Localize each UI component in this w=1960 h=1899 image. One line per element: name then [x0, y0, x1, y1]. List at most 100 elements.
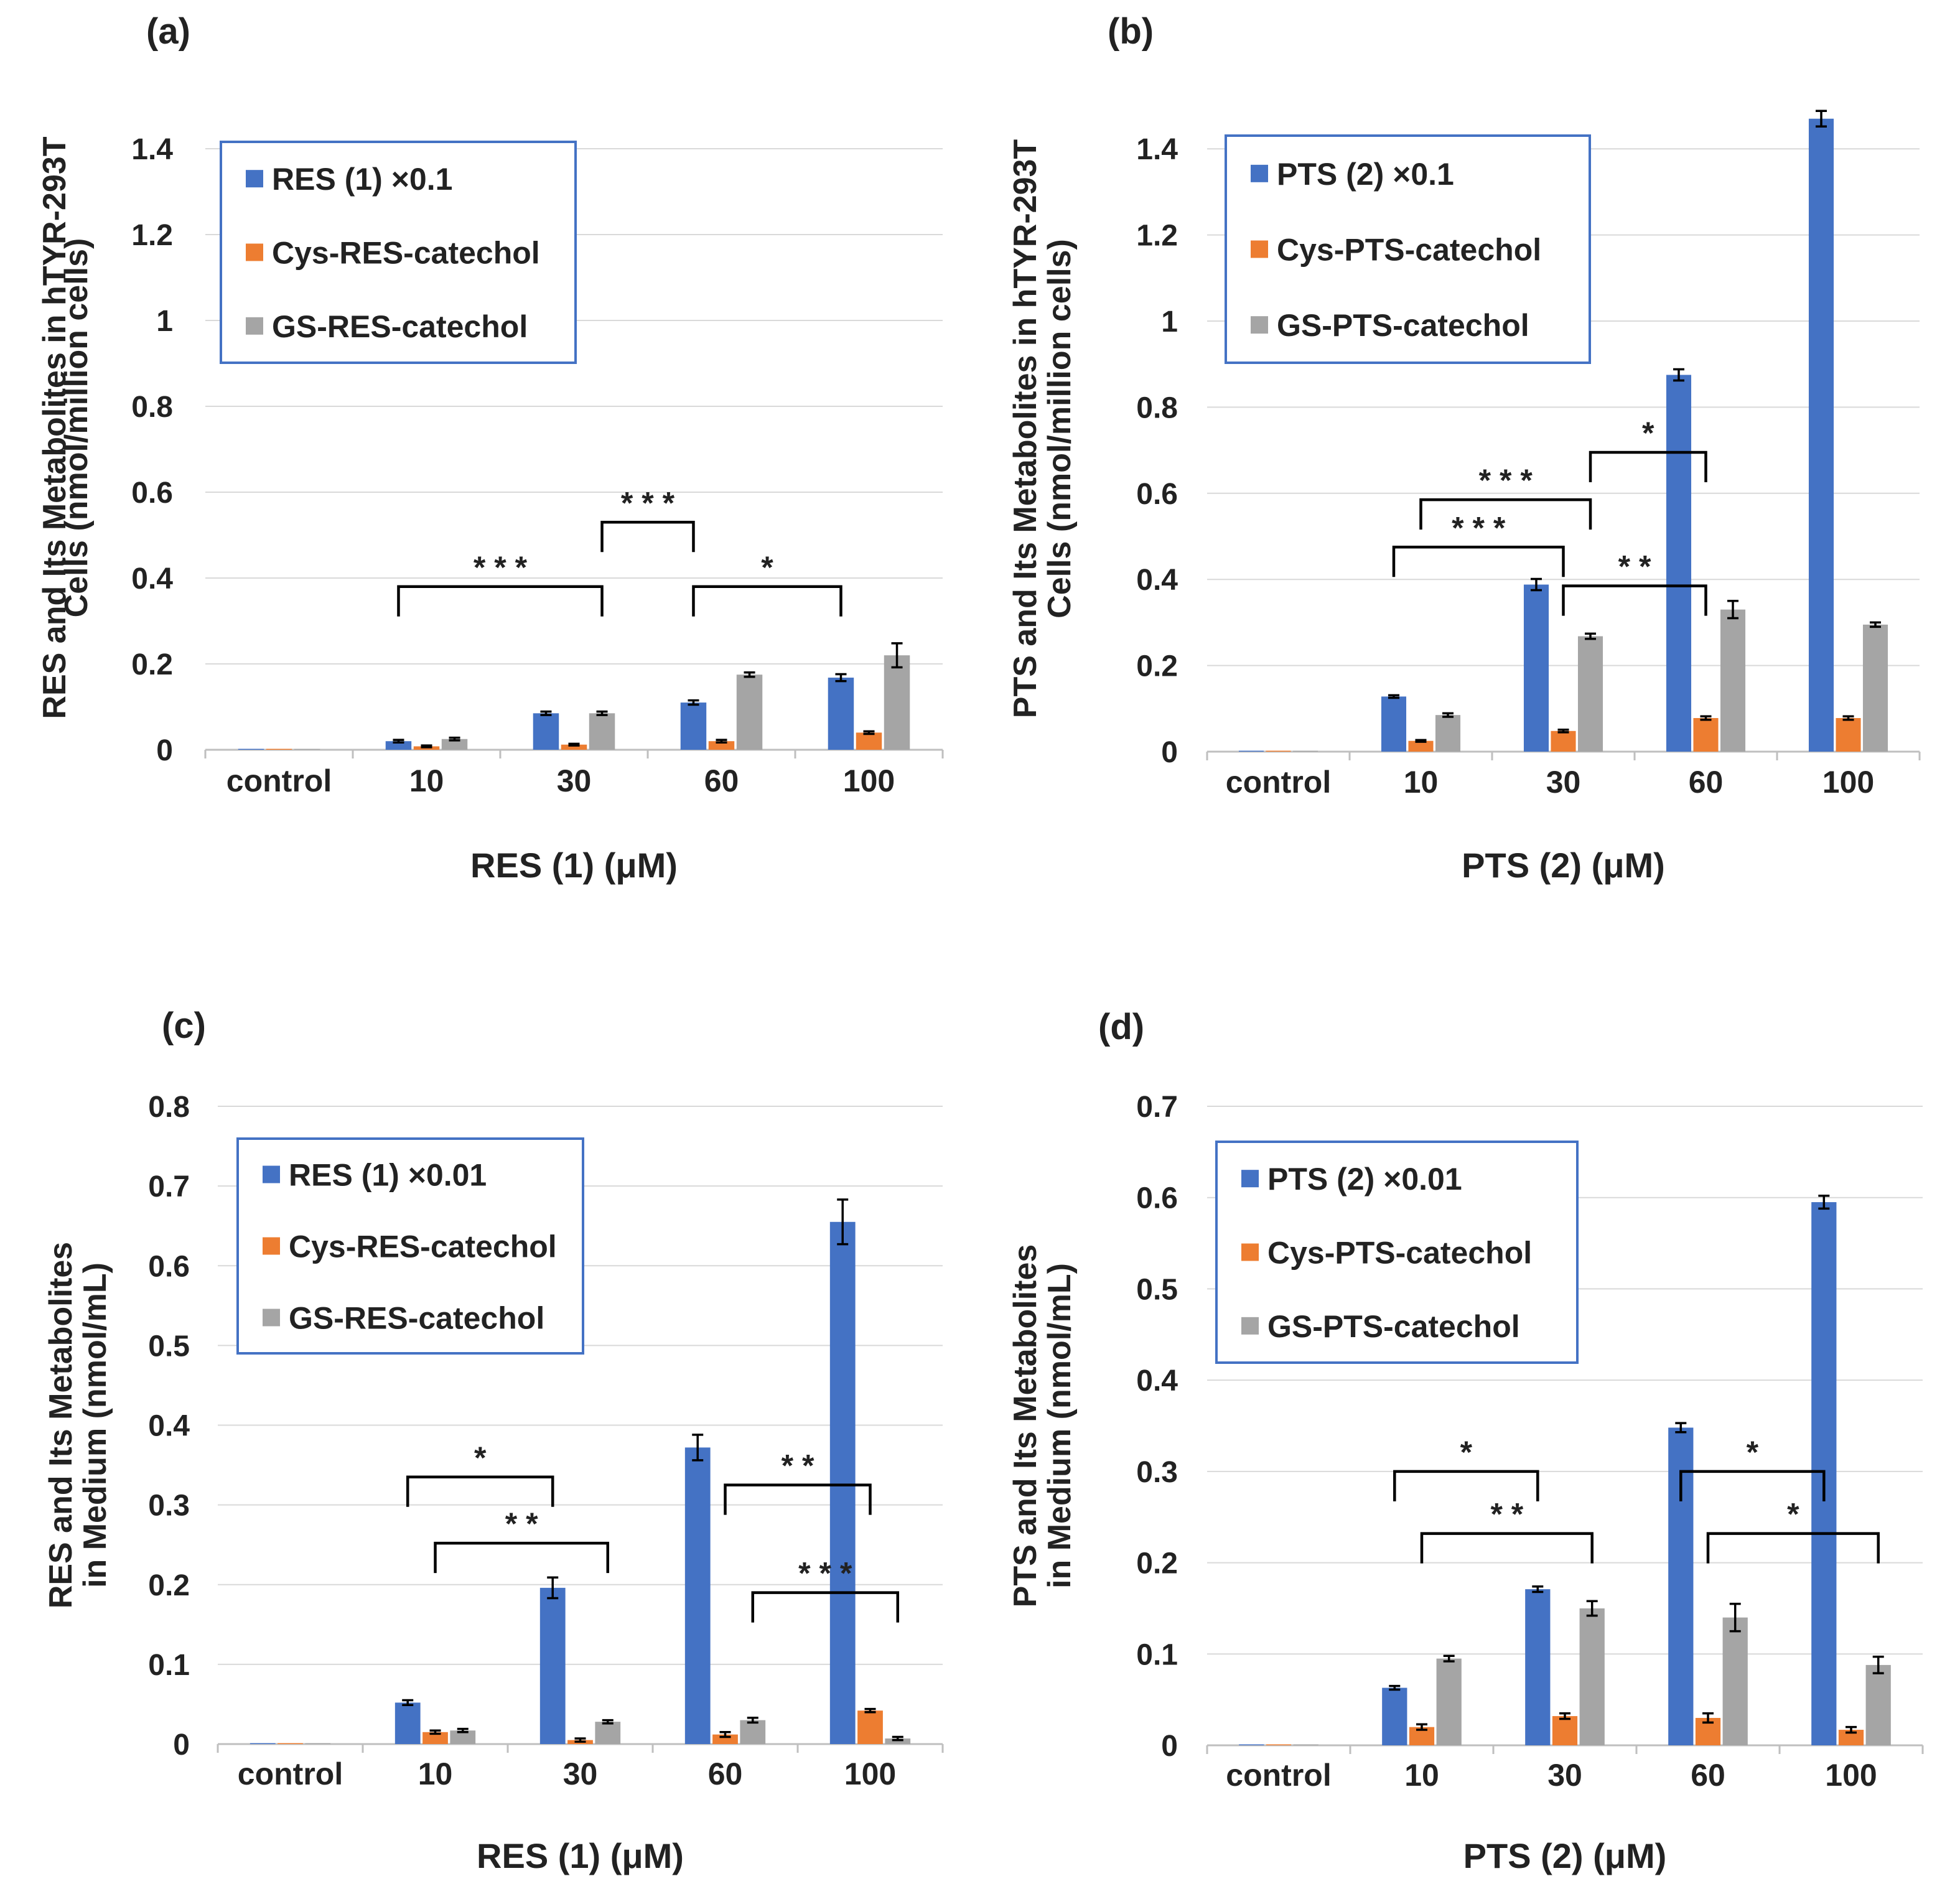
y-tick-label: 0.7: [1136, 1091, 1178, 1124]
significance-marker: * *: [505, 1506, 538, 1541]
legend-swatch: [1241, 1170, 1259, 1188]
panel-label: (a): [146, 11, 190, 52]
category-label: 100: [1825, 1758, 1877, 1793]
bar-30-series-1: [539, 1587, 566, 1744]
legend-label: Cys-RES-catechol: [289, 1229, 557, 1264]
bar-60-series-3: [1720, 609, 1746, 752]
y-axis-title: PTS and Its Metabolites in hTYR-293TCell…: [1007, 139, 1078, 719]
x-axis-title: PTS (2) (μM): [1463, 1836, 1667, 1875]
y-axis-title-line: in Medium (nmol/mL): [1042, 1263, 1078, 1589]
bar-10-series-1: [394, 1702, 421, 1744]
chart-panel-b: (b) 0 0.2 0.4 0.6 0.8 1 1.2 1.4 control 10 30 60 100 *…: [1007, 11, 1921, 885]
significance-bracket: [751, 1591, 900, 1623]
legend-label: PTS (2) ×0.1: [1277, 157, 1454, 192]
bar-60-series-2: [708, 741, 735, 750]
bar-100-series-3: [1865, 1664, 1891, 1745]
y-tick-label: 1.2: [131, 219, 173, 252]
bar-10-series-1: [385, 741, 412, 750]
legend-swatch: [246, 317, 263, 335]
bar-100-series-2: [1836, 718, 1861, 752]
significance-marker: * * *: [621, 485, 675, 520]
y-tick-label: 0.2: [148, 1569, 190, 1602]
legend-label: PTS (2) ×0.01: [1267, 1162, 1462, 1197]
bar-control-series-2: [266, 749, 292, 750]
y-tick-label: 0: [173, 1729, 190, 1761]
category-label: 30: [1547, 1758, 1582, 1793]
bar-100-series-2: [856, 732, 882, 750]
significance-bracket: [600, 521, 695, 553]
category-label: 10: [1404, 1758, 1439, 1793]
y-axis-title-line: PTS and Its Metabolites in hTYR-293T: [1007, 139, 1043, 719]
bar-control-series-1: [238, 749, 264, 750]
significance-marker: * *: [1490, 1497, 1523, 1532]
x-axis-title: RES (1) (μM): [477, 1836, 684, 1875]
category-label: 30: [557, 763, 592, 798]
significance-bracket: [397, 585, 604, 617]
legend-label: GS-PTS-catechol: [1277, 308, 1529, 343]
y-tick-label: 0.8: [1136, 391, 1178, 424]
bar-10-series-3: [1436, 1658, 1462, 1745]
y-axis-title-line: RES and Its Metabolites in hTYR-293T: [37, 136, 73, 719]
category-label: 60: [1689, 765, 1724, 800]
bar-30-series-3: [589, 713, 615, 750]
y-axis-title-line: Cells (nmol/million cells): [58, 238, 95, 618]
legend-label: GS-PTS-catechol: [1267, 1309, 1520, 1344]
significance-bracket: [1420, 1532, 1594, 1564]
category-label: 60: [1691, 1758, 1725, 1793]
bar-30-series-2: [561, 744, 587, 750]
y-tick-label: 0.5: [1136, 1273, 1178, 1306]
bar-100-series-2: [857, 1710, 883, 1744]
bar-60-series-1: [680, 702, 707, 750]
significance-bracket: [1393, 1470, 1539, 1501]
panel-label: (c): [162, 1005, 206, 1046]
x-axis-title: PTS (2) (μM): [1462, 846, 1665, 885]
legend-box: [1215, 1141, 1579, 1364]
significance-marker: * *: [1618, 549, 1651, 584]
y-tick-label: 0.1: [148, 1649, 190, 1682]
y-tick-label: 1: [1161, 306, 1178, 338]
y-tick-label: 0.7: [148, 1170, 190, 1203]
significance-bracket: [1562, 584, 1707, 616]
bar-100-series-1: [828, 678, 854, 750]
y-axis-title-line: RES and Its Metabolites: [43, 1242, 79, 1608]
significance-marker: *: [1460, 1435, 1473, 1470]
significance-marker: *: [761, 550, 773, 585]
category-label: 30: [563, 1757, 598, 1791]
legend-label: Cys-PTS-catechol: [1277, 233, 1541, 268]
legend-box: [1225, 134, 1591, 364]
bar-60-series-1: [684, 1447, 711, 1744]
bar-control-series-2: [278, 1743, 303, 1744]
y-tick-label: 0.8: [131, 391, 173, 424]
bar-100-series-3: [1862, 624, 1888, 752]
bar-10-series-3: [441, 739, 468, 750]
legend-swatch: [1241, 1317, 1259, 1335]
significance-marker: *: [1787, 1497, 1799, 1532]
legend-label: GS-RES-catechol: [289, 1301, 544, 1336]
y-tick-label: 0: [1161, 736, 1178, 769]
bar-100-series-3: [884, 655, 910, 750]
category-label: 10: [409, 763, 444, 798]
significance-marker: * * *: [1452, 510, 1506, 545]
legend-swatch: [263, 1165, 280, 1183]
chart-panel-d: (d) 0 0.1 0.2 0.3 0.4 0.5 0.6 0.7 control 10 30 60 10…: [1007, 1007, 1924, 1875]
legend: RES (1) ×0.1 Cys-RES-catechol GS-RES-catec…: [220, 141, 577, 364]
category-label: control: [226, 763, 332, 798]
legend-swatch: [246, 170, 263, 188]
significance-bracket: [1679, 1470, 1826, 1501]
legend-label: GS-RES-catechol: [272, 309, 528, 344]
bar-10-series-2: [422, 1732, 448, 1744]
significance-bracket: [1706, 1532, 1880, 1564]
bar-control-series-3: [305, 1743, 331, 1744]
category-label: 10: [418, 1757, 453, 1791]
y-tick-label: 0.4: [131, 562, 173, 595]
y-tick-label: 1.4: [131, 133, 173, 166]
panel-label: (d): [1098, 1007, 1144, 1047]
bar-100-series-3: [885, 1738, 911, 1744]
bar-10-series-2: [1408, 740, 1434, 752]
significance-bracket: [692, 585, 842, 617]
y-axis-title: RES and Its Metabolites in hTYR-293TCell…: [37, 136, 95, 719]
y-tick-label: 0.5: [148, 1330, 190, 1363]
bar-30-series-1: [533, 713, 559, 750]
category-label: 100: [844, 1757, 896, 1791]
category-label: 30: [1546, 765, 1581, 800]
